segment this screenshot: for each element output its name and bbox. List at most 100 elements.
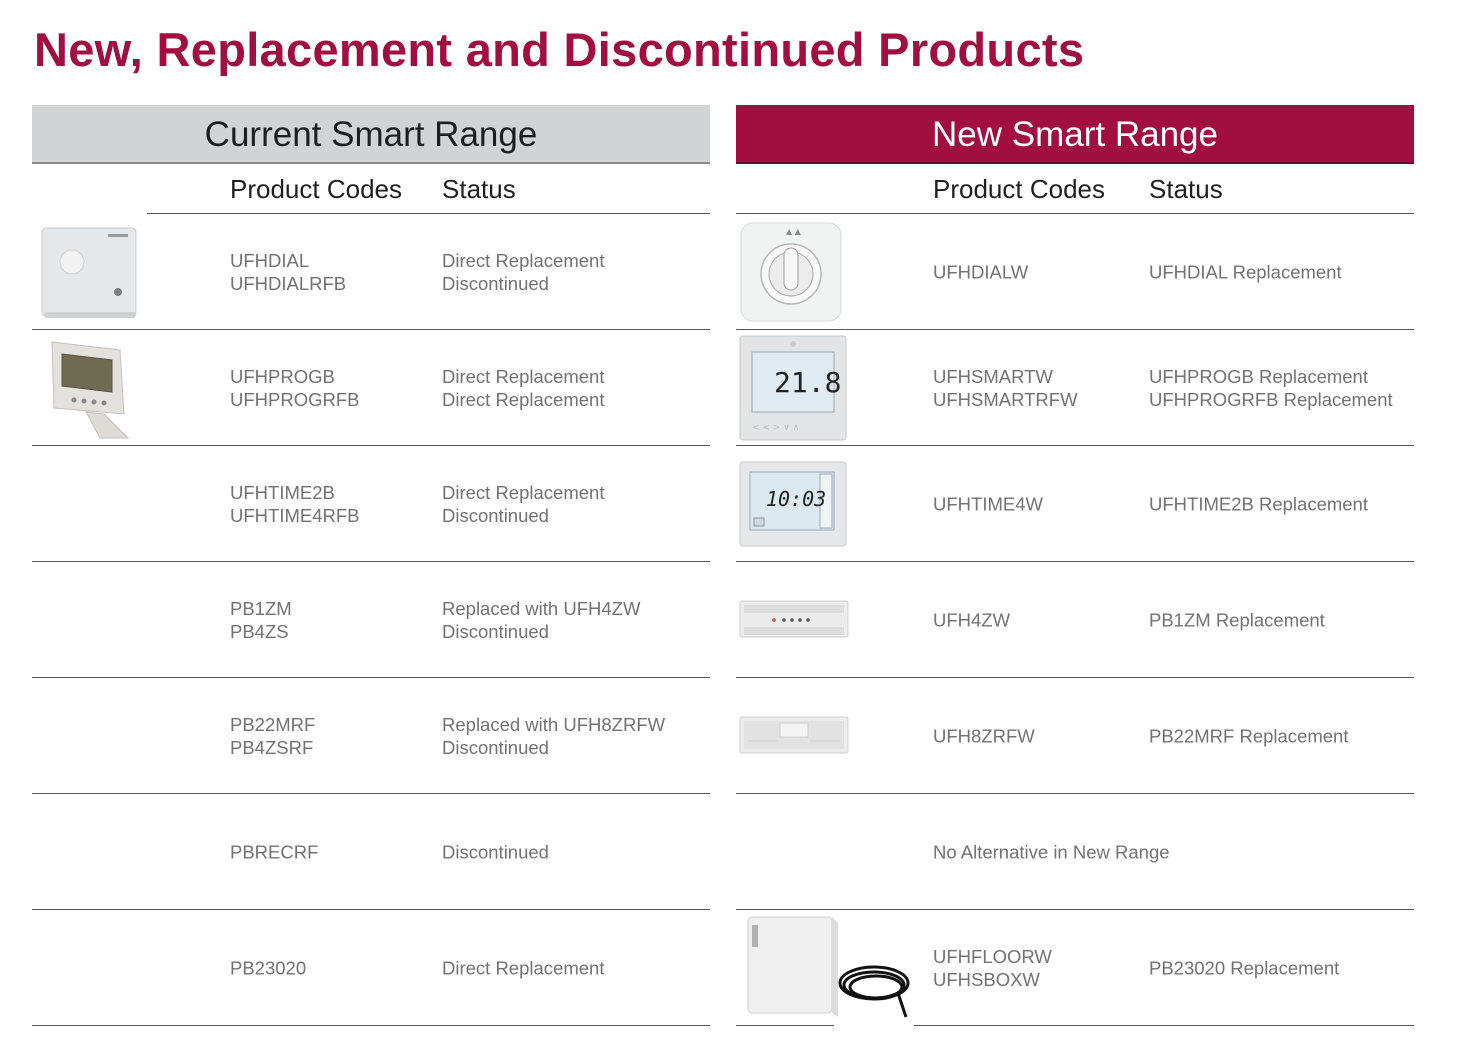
new-row-status: UFHDIAL Replacement	[1149, 260, 1342, 283]
display-time: 10:03	[766, 487, 826, 511]
current-row-codes: UFHDIAL UFHDIALRFB	[230, 249, 346, 295]
product-code: UFHSMARTW	[933, 365, 1053, 387]
new-row-status: UFHPROGB Replacement UFHPROGRFB Replacem…	[1149, 365, 1393, 411]
status-text: UFHPROGRFB Replacement	[1149, 388, 1393, 410]
status-text: Replaced with UFH8ZRFW	[442, 713, 666, 735]
sensor-box-with-probe-image	[747, 916, 910, 1017]
display-temperature: 21.8	[774, 366, 841, 399]
status-text: Replaced with UFH4ZW	[442, 597, 641, 619]
current-row-status: Discontinued	[442, 840, 549, 863]
new-row-status: PB1ZM Replacement	[1149, 608, 1325, 631]
status-text: Direct Replacement	[442, 957, 605, 978]
status-text: PB22MRF Replacement	[1149, 725, 1349, 746]
current-range-panel: Current Smart Range Product Codes Status…	[32, 105, 710, 1026]
new-row-ufhdialw: ▲ ▲ UFHDIALW UFHDIAL Replacement	[736, 214, 1414, 330]
product-code: PB1ZM	[230, 597, 292, 619]
current-row-status: Direct Replacement Discontinued	[442, 481, 604, 527]
new-row-ufhtime4w: 10:03 UFHTIME4W UFHTIME2B Replacement	[736, 446, 1414, 562]
current-row-codes: PB22MRF PB4ZSRF	[230, 713, 315, 759]
new-row-ufh8zrfw: UFH8ZRFW PB22MRF Replacement	[736, 678, 1414, 794]
product-code: UFHTIME2B	[230, 481, 335, 503]
new-row-ufh4zw: UFH4ZW PB1ZM Replacement	[736, 562, 1414, 678]
current-row-ufhprogb: UFHPROGB UFHPROGRFB Direct Replacement D…	[32, 330, 710, 446]
status-text: Direct Replacement	[442, 481, 605, 503]
status-text: PB23020 Replacement	[1149, 957, 1340, 978]
current-column-headers: Product Codes Status	[32, 164, 710, 214]
svg-text:▲ ▲: ▲ ▲	[786, 227, 802, 236]
current-row-pb23020: PB23020 Direct Replacement	[32, 910, 710, 1026]
page-title: New, Replacement and Discontinued Produc…	[34, 23, 1085, 76]
dial-thermostat-image	[41, 227, 137, 318]
current-row-status: Direct Replacement Discontinued	[442, 249, 604, 295]
current-row-codes: UFHPROGB UFHPROGRFB	[230, 365, 360, 411]
new-row-codes: UFHFLOORW UFHSBOXW	[933, 945, 1052, 991]
current-row-ufhdial: UFHDIAL UFHDIALRFB Direct Replacement Di…	[32, 214, 710, 330]
new-row-codes: UFH4ZW	[933, 608, 1010, 631]
new-row-status: PB22MRF Replacement	[1149, 724, 1348, 747]
new-row-ufhsmartw: 21.8 < < > ∨ ∧ UFHSMARTW UFHSMARTRFW UFH…	[736, 330, 1414, 446]
product-code: PBRECRF	[230, 841, 319, 862]
dial-thermostat-white-image: ▲ ▲	[740, 222, 842, 321]
current-row-codes: UFHTIME2B UFHTIME4RFB	[230, 481, 360, 527]
current-row-codes: PB1ZM PB4ZS	[230, 597, 292, 643]
status-text: Discontinued	[442, 736, 549, 758]
rf-wiring-centre-image	[739, 716, 849, 753]
product-code: UFHPROGB	[230, 365, 335, 387]
product-code: UFHSBOXW	[933, 968, 1040, 990]
current-row-pb22mrf: PB22MRF PB4ZSRF Replaced with UFH8ZRFW D…	[32, 678, 710, 794]
current-row-pb1zm: PB1ZM PB4ZS Replaced with UFH4ZW Discont…	[32, 562, 710, 678]
new-range-panel: New Smart Range Product Codes Status ▲ ▲…	[736, 105, 1414, 1026]
new-row-codes: No Alternative in New Range	[933, 840, 1170, 863]
new-row-codes: UFH8ZRFW	[933, 724, 1035, 747]
current-row-ufhtime2b: UFHTIME2B UFHTIME4RFB Direct Replacement…	[32, 446, 710, 562]
current-row-status: Direct Replacement	[442, 956, 604, 979]
timer-image: 10:03	[739, 461, 847, 546]
status-text: Discontinued	[442, 272, 549, 294]
product-code: UFHTIME4W	[933, 493, 1043, 514]
product-code: UFHSMARTRFW	[933, 388, 1078, 410]
current-row-pbrecrf: PBRECRF Discontinued	[32, 794, 710, 910]
wiring-centre-image	[739, 600, 849, 637]
new-row-codes: UFHSMARTW UFHSMARTRFW	[933, 365, 1078, 411]
new-row-codes: UFHTIME4W	[933, 492, 1043, 515]
product-code: UFHDIALRFB	[230, 272, 347, 294]
product-code: UFHFLOORW	[933, 945, 1052, 967]
status-text: Discontinued	[442, 504, 549, 526]
current-row-codes: PBRECRF	[230, 840, 318, 863]
current-row-status: Direct Replacement Direct Replacement	[442, 365, 604, 411]
no-alternative-text: No Alternative in New Range	[933, 841, 1170, 862]
new-col-product-codes: Product Codes	[933, 174, 1105, 204]
new-row-status: UFHTIME2B Replacement	[1149, 492, 1368, 515]
status-text: UFHTIME2B Replacement	[1149, 493, 1368, 514]
status-text: Discontinued	[442, 841, 549, 862]
product-code: PB23020	[230, 957, 307, 978]
product-code: UFH4ZW	[933, 609, 1011, 630]
product-code: UFHTIME4RFB	[230, 504, 360, 526]
product-code: PB4ZS	[230, 620, 289, 642]
product-code: UFH8ZRFW	[933, 725, 1035, 746]
product-code: UFHDIALW	[933, 261, 1029, 282]
current-col-product-codes: Product Codes	[230, 174, 402, 204]
current-range-heading: Current Smart Range	[32, 105, 710, 164]
new-row-no-alternative: No Alternative in New Range	[736, 794, 1414, 910]
new-row-codes: UFHDIALW	[933, 260, 1028, 283]
new-row-status: PB23020 Replacement	[1149, 956, 1339, 979]
status-text: Direct Replacement	[442, 388, 605, 410]
new-column-headers: Product Codes Status	[736, 164, 1414, 214]
status-text: Discontinued	[442, 620, 549, 642]
status-text: Direct Replacement	[442, 249, 605, 271]
current-row-status: Replaced with UFH4ZW Discontinued	[442, 597, 640, 643]
new-range-heading: New Smart Range	[736, 105, 1414, 164]
status-text: UFHDIAL Replacement	[1149, 261, 1342, 282]
current-row-codes: PB23020	[230, 956, 306, 979]
current-col-status: Status	[442, 174, 516, 204]
product-code: UFHDIAL	[230, 249, 310, 271]
product-code: PB22MRF	[230, 713, 316, 735]
product-code: PB4ZSRF	[230, 736, 314, 758]
svg-text:< < > ∨ ∧: < < > ∨ ∧	[752, 423, 799, 433]
status-text: PB1ZM Replacement	[1149, 609, 1325, 630]
programmable-thermostat-image	[51, 340, 130, 438]
status-text: UFHPROGB Replacement	[1149, 365, 1368, 387]
new-row-ufhfloorw: UFHFLOORW UFHSBOXW PB23020 Replacement	[736, 910, 1414, 1026]
current-row-status: Replaced with UFH8ZRFW Discontinued	[442, 713, 665, 759]
